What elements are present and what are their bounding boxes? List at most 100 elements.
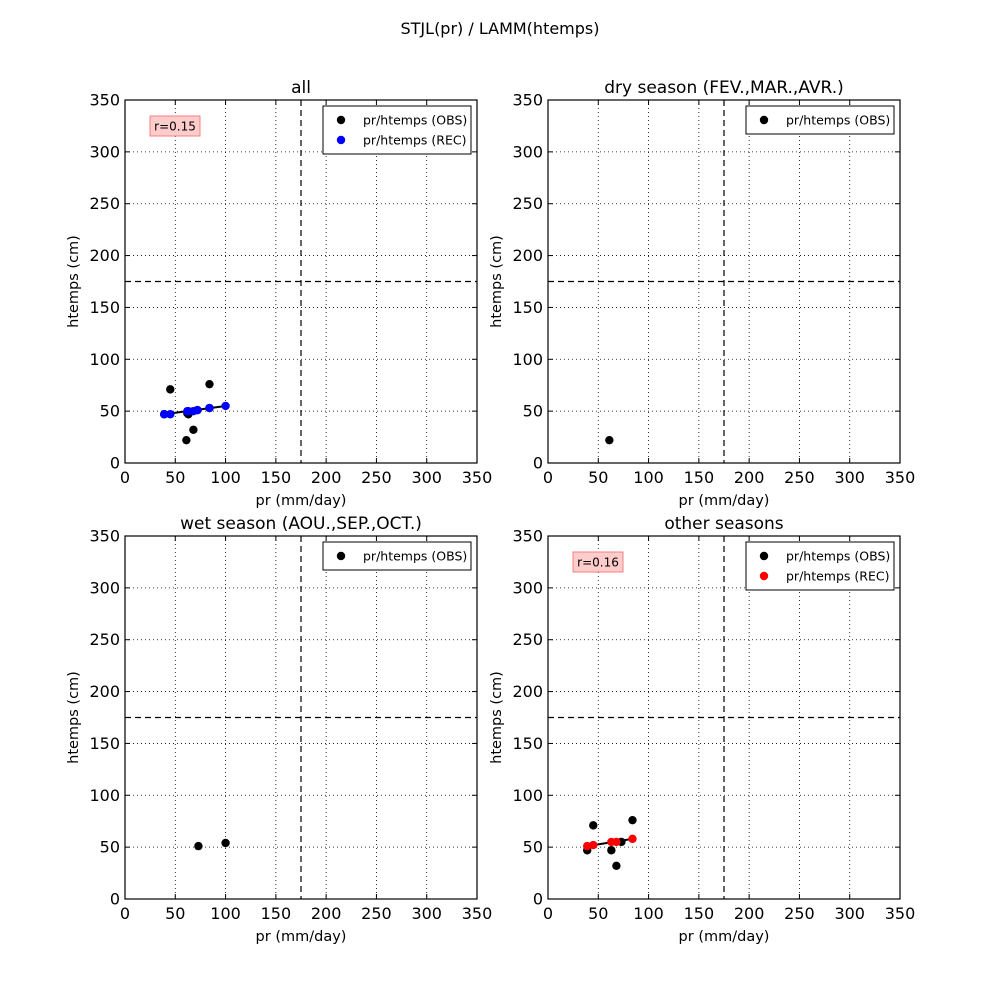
data-point-obs: [205, 379, 214, 389]
y-tick-label: 250: [89, 194, 120, 213]
legend-marker-obs: [759, 551, 769, 561]
legend-label: pr/htemps (REC): [786, 569, 889, 584]
correlation-label: r=0.15: [154, 120, 196, 134]
legend-label: pr/htemps (OBS): [363, 113, 467, 128]
x-tick-label: 0: [543, 904, 553, 923]
y-tick-label: 50: [523, 838, 543, 857]
x-tick-label: 50: [588, 904, 608, 923]
y-tick-label: 100: [89, 786, 120, 805]
panel-title: all: [291, 78, 311, 98]
y-tick-label: 300: [89, 142, 120, 161]
x-tick-label: 0: [120, 904, 130, 923]
y-tick-label: 350: [89, 527, 120, 546]
y-axis-label: htemps (cm): [489, 235, 505, 328]
data-point-rec: [221, 401, 230, 411]
legend: pr/htemps (OBS) pr/htemps (REC): [745, 541, 895, 591]
x-tick-label: 350: [462, 468, 493, 487]
x-tick-label: 100: [633, 468, 664, 487]
y-tick-label: 300: [512, 142, 543, 161]
x-tick-label: 350: [462, 904, 493, 923]
y-tick-label: 150: [512, 734, 543, 753]
x-tick-label: 0: [120, 468, 130, 487]
legend-label: pr/htemps (OBS): [363, 549, 467, 564]
legend-box: [745, 541, 895, 591]
data-point-rec: [160, 410, 169, 419]
y-tick-label: 150: [89, 734, 120, 753]
x-tick-label: 100: [633, 904, 664, 923]
y-tick-label: 0: [533, 454, 543, 473]
legend: pr/htemps (OBS): [322, 541, 472, 571]
panel-title: wet season (AOU.,SEP.,OCT.): [180, 514, 422, 534]
y-tick-label: 250: [89, 630, 120, 649]
data-point-rec: [193, 405, 202, 415]
legend: pr/htemps (OBS) pr/htemps (REC): [322, 105, 472, 155]
x-tick-label: 350: [885, 904, 916, 923]
legend-box: [322, 105, 472, 155]
data-point-obs: [628, 815, 637, 825]
y-tick-label: 200: [512, 682, 543, 701]
x-tick-label: 200: [311, 904, 342, 923]
x-axis-label: pr (mm/day): [256, 493, 347, 509]
data-point-obs: [605, 435, 614, 445]
y-tick-label: 250: [512, 194, 543, 213]
x-tick-label: 350: [885, 468, 916, 487]
y-tick-label: 0: [110, 890, 120, 909]
x-tick-label: 250: [784, 904, 815, 923]
x-tick-label: 200: [734, 904, 765, 923]
data-point-obs: [612, 861, 621, 871]
legend-marker-obs: [336, 551, 346, 561]
y-tick-label: 200: [89, 682, 120, 701]
y-axis-label: htemps (cm): [489, 671, 505, 764]
y-tick-label: 50: [523, 402, 543, 421]
x-tick-label: 300: [834, 904, 865, 923]
x-tick-label: 150: [684, 468, 715, 487]
x-tick-label: 50: [165, 468, 185, 487]
data-point-obs: [166, 385, 175, 394]
x-tick-label: 150: [261, 904, 292, 923]
y-tick-label: 0: [110, 454, 120, 473]
legend: pr/htemps (OBS): [745, 105, 895, 135]
plot-panel: 0 50 100 150 200 250 300 350 0 50 100 150 200 250 300 3…: [66, 514, 492, 945]
data-point-obs: [589, 821, 598, 830]
panel-title: dry season (FEV.,MAR.,AVR.): [604, 78, 844, 98]
y-axis-label: htemps (cm): [66, 671, 82, 764]
correlation-badge: [572, 551, 624, 573]
x-tick-label: 300: [411, 904, 442, 923]
x-tick-label: 250: [784, 468, 815, 487]
y-tick-label: 350: [512, 527, 543, 546]
y-tick-label: 200: [89, 246, 120, 265]
x-tick-label: 150: [684, 904, 715, 923]
x-tick-label: 150: [261, 468, 292, 487]
y-tick-label: 100: [512, 786, 543, 805]
x-tick-label: 300: [834, 468, 865, 487]
y-tick-label: 150: [89, 298, 120, 317]
data-point-obs: [194, 841, 203, 851]
x-tick-label: 250: [361, 904, 392, 923]
axes-frame: [547, 99, 901, 464]
legend-marker-rec: [336, 135, 346, 145]
x-tick-label: 50: [588, 468, 608, 487]
data-point-rec: [205, 403, 214, 413]
plot-panel: 0 50 100 150 200 250 300 350 0 50 100 150 200 250 300 3…: [66, 78, 492, 509]
legend-marker-rec: [759, 571, 769, 581]
plot-panel: 0 50 100 150 200 250 300 350 0 50 100 150 200 250 300 3…: [489, 514, 915, 945]
y-tick-label: 300: [89, 578, 120, 597]
legend-label: pr/htemps (REC): [363, 133, 466, 148]
panel-title: other seasons: [664, 514, 783, 534]
y-tick-label: 350: [512, 91, 543, 110]
x-tick-label: 200: [311, 468, 342, 487]
legend-marker-obs: [336, 115, 346, 125]
x-tick-label: 250: [361, 468, 392, 487]
plot-panel: 0 50 100 150 200 250 300 350 0 50 100 150 200 250 300 3…: [489, 78, 915, 509]
axes-frame: [547, 535, 901, 900]
y-tick-label: 200: [512, 246, 543, 265]
data-point-obs: [182, 435, 191, 445]
data-point-rec: [166, 410, 175, 419]
y-tick-label: 0: [533, 890, 543, 909]
data-point-obs: [607, 846, 616, 855]
y-tick-label: 150: [512, 298, 543, 317]
figure-title: STJL(pr) / LAMM(htemps): [401, 19, 600, 38]
x-tick-label: 50: [165, 904, 185, 923]
x-tick-label: 300: [411, 468, 442, 487]
x-tick-label: 100: [210, 468, 241, 487]
